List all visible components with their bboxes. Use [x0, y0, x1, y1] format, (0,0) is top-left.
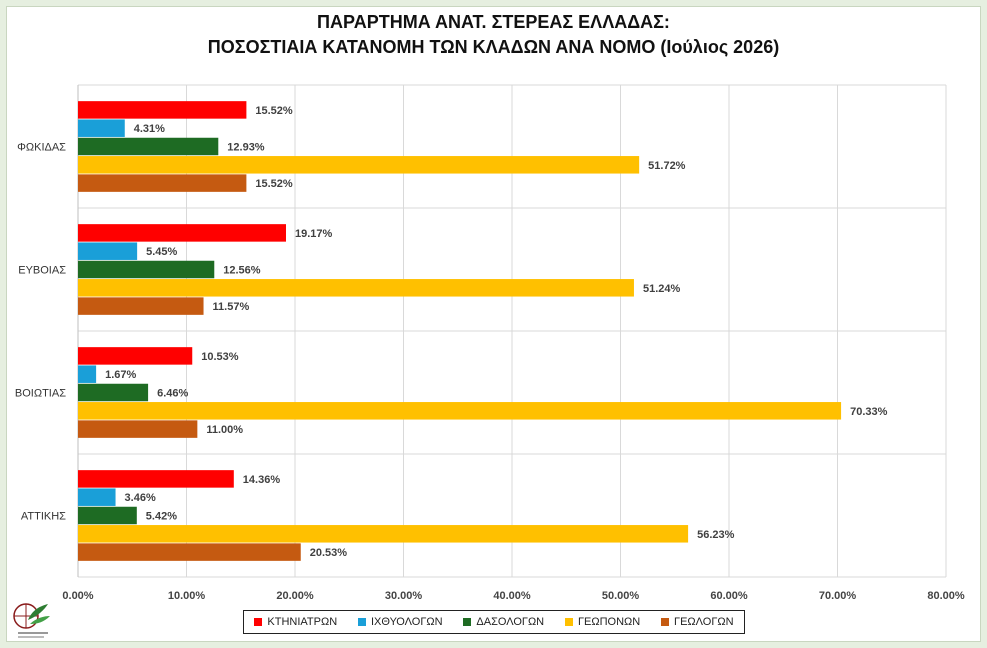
data-label: 56.23% — [697, 529, 735, 541]
legend-item: ΔΑΣΟΛΟΓΩΝ — [463, 616, 544, 628]
bar — [78, 156, 640, 174]
bar — [78, 297, 204, 315]
bar — [78, 279, 634, 297]
x-tick-label: 20.00% — [276, 590, 314, 602]
bar — [78, 402, 842, 420]
legend-swatch — [661, 618, 670, 626]
legend-label: ΙΧΘΥΟΛΟΓΩΝ — [370, 616, 443, 628]
x-tick-label: 60.00% — [710, 590, 748, 602]
category-label: ΦΩΚΙΔΑΣ — [17, 142, 66, 154]
chart-title-line-1: ΠΑΡΑΡΤΗΜΑ ΑΝΑΤ. ΣΤΕΡΕΑΣ ΕΛΛΑΔΑΣ: — [317, 12, 670, 32]
category-label: ΑΤΤΙΚΗΣ — [21, 511, 66, 523]
data-label: 12.56% — [223, 265, 261, 277]
chart-title: ΠΑΡΑΡΤΗΜΑ ΑΝΑΤ. ΣΤΕΡΕΑΣ ΕΛΛΑΔΑΣ: ΠΟΣΟΣΤΙ… — [0, 10, 987, 60]
organization-logo — [13, 603, 50, 638]
data-label: 15.52% — [255, 178, 293, 190]
data-label: 12.93% — [227, 142, 265, 154]
bar — [78, 488, 116, 506]
legend-item: ΙΧΘΥΟΛΟΓΩΝ — [357, 616, 443, 628]
legend-swatch — [463, 618, 472, 626]
legend-swatch — [254, 618, 263, 626]
x-tick-label: 40.00% — [493, 590, 531, 602]
chart-title-line-2: ΠΟΣΟΣΤΙΑΙΑ ΚΑΤΑΝΟΜΗ ΤΩΝ ΚΛΑΔΩΝ ΑΝΑ ΝΟΜΟ … — [207, 37, 780, 57]
category-label: ΒΟΙΩΤΙΑΣ — [15, 388, 66, 400]
bar — [78, 506, 137, 525]
x-tick-label: 50.00% — [602, 590, 640, 602]
x-tick-label: 80.00% — [927, 590, 965, 602]
bar — [78, 383, 149, 402]
legend-swatch — [357, 618, 366, 626]
x-tick-label: 0.00% — [62, 590, 93, 602]
bar — [78, 420, 198, 438]
bar — [78, 470, 234, 488]
data-label: 10.53% — [201, 351, 239, 363]
data-label: 19.17% — [295, 228, 333, 240]
data-label: 11.00% — [206, 424, 243, 436]
bar — [78, 242, 138, 260]
data-label: 20.53% — [310, 547, 348, 559]
bar — [78, 119, 125, 137]
x-tick-label: 30.00% — [385, 590, 423, 602]
chart-legend: ΚΤΗΝΙΑΤΡΩΝ ΙΧΘΥΟΛΟΓΩΝ ΔΑΣΟΛΟΓΩΝ ΓΕΩΠΟΝΩΝ ΓΕΩ… — [243, 610, 745, 634]
legend-item: ΚΤΗΝΙΑΤΡΩΝ — [254, 616, 337, 628]
bar — [78, 347, 193, 365]
bar — [78, 543, 301, 561]
x-tick-label: 10.00% — [168, 590, 206, 602]
legend-swatch — [564, 618, 573, 626]
data-label: 5.42% — [146, 511, 177, 523]
data-label: 70.33% — [850, 406, 888, 418]
data-label: 15.52% — [255, 105, 293, 117]
bar — [78, 260, 215, 279]
data-label: 4.31% — [134, 123, 165, 135]
legend-item: ΓΕΩΠΟΝΩΝ — [564, 616, 641, 628]
bar — [78, 224, 286, 242]
legend-label: ΓΕΩΠΟΝΩΝ — [577, 616, 641, 628]
data-label: 1.67% — [105, 369, 136, 381]
data-label: 51.72% — [648, 160, 686, 172]
data-label: 5.45% — [146, 246, 177, 258]
bar — [78, 101, 247, 119]
data-label: 14.36% — [243, 474, 281, 486]
legend-label: ΔΑΣΟΛΟΓΩΝ — [476, 616, 545, 628]
bar — [78, 174, 247, 192]
category-label: ΕΥΒΟΙΑΣ — [18, 265, 66, 277]
bar — [78, 137, 219, 156]
data-label: 51.24% — [643, 283, 681, 295]
bar — [78, 525, 689, 543]
legend-item: ΓΕΩΛΟΓΩΝ — [661, 616, 734, 628]
data-label: 11.57% — [213, 301, 250, 313]
x-tick-label: 70.00% — [819, 590, 857, 602]
bar — [78, 365, 97, 383]
legend-label: ΓΕΩΛΟΓΩΝ — [674, 616, 734, 628]
data-label: 3.46% — [125, 492, 156, 504]
legend-label: ΚΤΗΝΙΑΤΡΩΝ — [267, 616, 338, 628]
data-label: 6.46% — [157, 388, 188, 400]
